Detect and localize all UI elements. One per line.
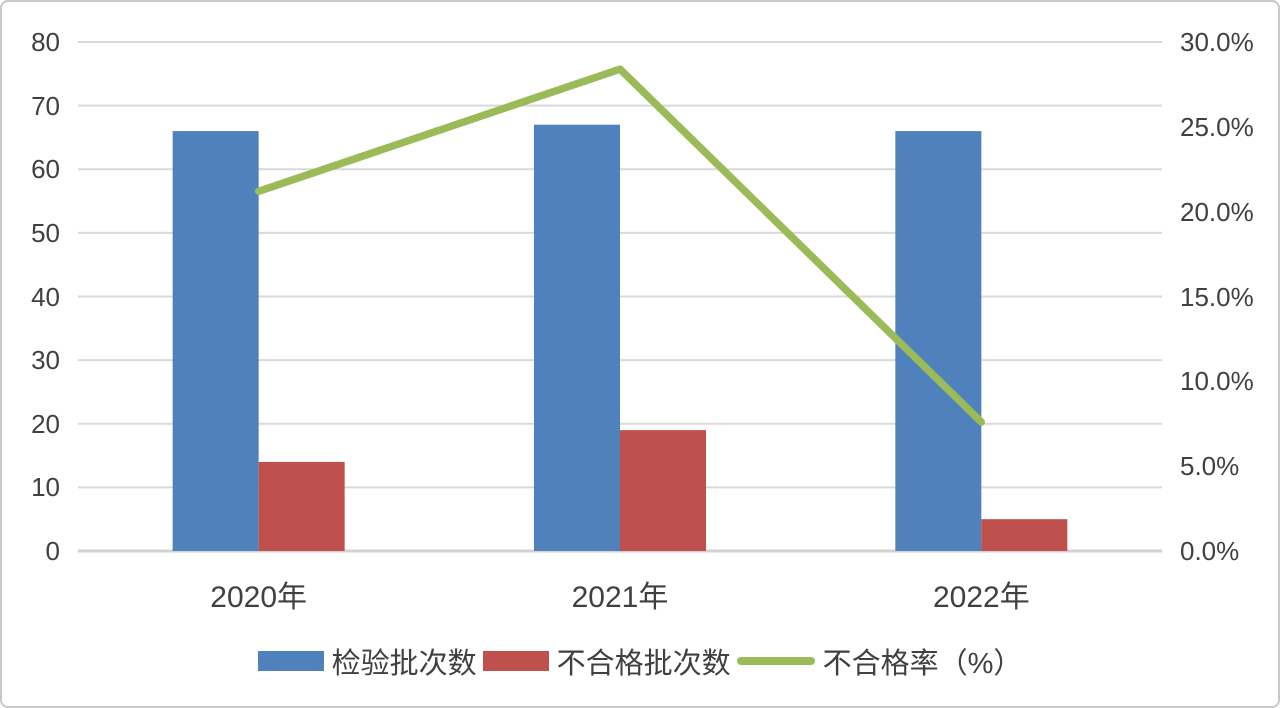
left-axis-tick-label: 30 — [31, 345, 60, 376]
legend-label: 不合格批次数 — [556, 648, 731, 680]
x-axis-category-label: 2022年 — [932, 581, 1030, 614]
legend-swatch-blue-bar — [257, 651, 324, 671]
left-axis-tick-label: 40 — [31, 281, 60, 312]
left-axis-tick-label: 50 — [31, 217, 60, 248]
bar-检验批次数-2021年 — [534, 124, 620, 552]
left-axis-tick-label: 20 — [31, 408, 60, 439]
line-不合格率（%） — [254, 65, 986, 426]
left-axis-tick-label: 70 — [31, 90, 60, 121]
left-axis-tick-label: 60 — [31, 154, 60, 185]
right-axis-tick-label: 30.0% — [1180, 27, 1254, 57]
legend-label: 检验批次数 — [331, 648, 477, 680]
bar-检验批次数-2022年 — [895, 131, 982, 551]
legend-label: 不合格率（%） — [822, 648, 1023, 680]
right-axis-tick-label: 0.0% — [1180, 536, 1240, 566]
legend-swatch-green-line — [736, 657, 815, 665]
legend-item-inspected-batches: 检验批次数 — [257, 640, 477, 682]
legend-item-failure-rate: 不合格率（%） — [736, 640, 1023, 682]
left-axis-tick-label: 80 — [31, 27, 60, 57]
x-axis-category-label: 2021年 — [571, 581, 669, 614]
x-axis-category-label: 2020年 — [210, 581, 308, 614]
left-axis-tick-label: 0 — [45, 536, 60, 566]
right-axis-tick-label: 15.0% — [1180, 281, 1254, 312]
bar-不合格批次数-2020年 — [258, 461, 345, 551]
bar-不合格批次数-2022年 — [981, 519, 1068, 551]
right-axis-tick-label: 10.0% — [1180, 366, 1254, 397]
legend-swatch-red-bar — [482, 651, 549, 671]
right-axis-tick-label: 20.0% — [1180, 196, 1254, 227]
left-axis-tick-label: 10 — [31, 472, 60, 503]
bar-检验批次数-2020年 — [172, 131, 259, 551]
right-axis-tick-label: 5.0% — [1180, 451, 1240, 482]
bar-不合格批次数-2021年 — [620, 430, 706, 551]
legend-item-failed-batches: 不合格批次数 — [482, 640, 731, 682]
right-axis-tick-label: 25.0% — [1180, 111, 1254, 142]
legend: 检验批次数 不合格批次数 不合格率（%） — [2, 640, 1278, 682]
